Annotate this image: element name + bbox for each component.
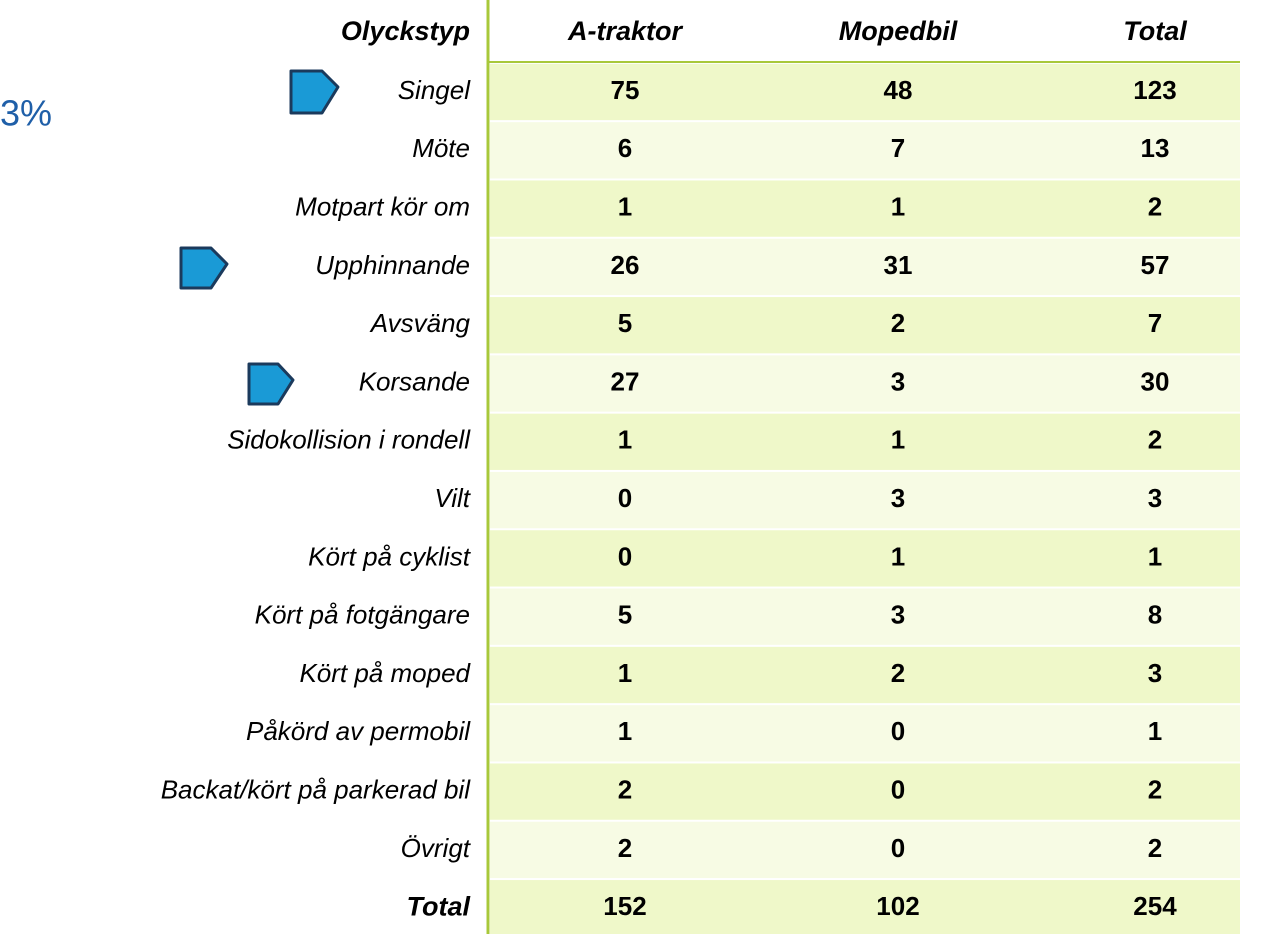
row-label: Singel [398,75,471,105]
number-cell: 2 [1148,774,1162,804]
row-background [490,355,1240,412]
number-cell: 1 [891,541,905,571]
number-cell: 1 [891,191,905,221]
row-label: Övrigt [401,833,472,863]
row-label: Sidokollision i rondell [227,425,471,455]
number-cell: 1 [618,658,632,688]
row-background [490,763,1240,820]
row-label: Total [407,891,471,921]
row-label: Påkörd av permobil [246,716,471,746]
number-cell: 57 [1141,250,1170,280]
row-label: Korsande [359,366,470,396]
number-cell: 75 [611,75,640,105]
number-cell: 0 [891,716,905,746]
number-cell: 102 [876,891,919,921]
arrow-marker [247,362,295,406]
row-background [490,705,1240,762]
number-cell: 1 [618,716,632,746]
number-cell: 3 [891,600,905,630]
number-cell: 254 [1133,891,1177,921]
number-cell: 30 [1141,366,1170,396]
number-cell: 2 [1148,191,1162,221]
number-cell: 8 [1148,600,1162,630]
fragment-text: 3% [0,93,52,134]
number-cell: 1 [891,425,905,455]
number-cell: 0 [891,833,905,863]
row-background [490,880,1240,934]
number-cell: 0 [891,774,905,804]
arrow-marker [179,246,229,290]
row-background [490,238,1240,296]
row-background [490,122,1240,179]
row-label: Upphinnande [315,250,470,280]
number-cell: 2 [618,774,632,804]
number-cell: 2 [891,308,905,338]
number-cell: 3 [1148,658,1162,688]
row-background [490,297,1240,354]
number-cell: 5 [618,308,632,338]
row-background [490,413,1240,470]
row-background [490,180,1240,237]
arrow-marker [289,69,340,115]
number-cell: 7 [891,133,905,163]
header-cell: Olyckstyp [341,16,470,46]
number-cell: 3 [891,366,905,396]
number-cell: 2 [1148,425,1162,455]
row-label: Backat/kört på parkerad bil [161,774,471,804]
row-background [490,821,1240,879]
row-background [490,646,1240,704]
number-cell: 1 [618,191,632,221]
number-cell: 5 [618,600,632,630]
number-cell: 0 [618,541,632,571]
header-cell: Total [1123,16,1187,46]
row-background [490,471,1240,529]
number-cell: 2 [618,833,632,863]
header-cell: Mopedbil [839,16,958,46]
row-backgrounds [490,63,1240,934]
number-cell: 26 [611,250,640,280]
number-cell: 3 [1148,483,1162,513]
row-label: Avsväng [369,308,471,338]
row-background [490,588,1240,645]
number-cell: 2 [891,658,905,688]
number-cell: 3 [891,483,905,513]
row-label: Vilt [434,483,471,513]
row-label: Kört på moped [299,658,471,688]
row-background [490,530,1240,587]
header-cell: A-traktor [567,16,684,46]
number-cell: 1 [618,425,632,455]
number-cell: 0 [618,483,632,513]
number-cell: 1 [1148,541,1162,571]
number-cell: 13 [1141,133,1170,163]
row-background [490,63,1240,121]
number-cell: 27 [611,366,640,396]
number-cell: 1 [1148,716,1162,746]
number-cell: 152 [603,891,646,921]
number-cell: 7 [1148,308,1162,338]
number-cell: 2 [1148,833,1162,863]
row-label: Möte [412,133,470,163]
number-cell: 31 [884,250,913,280]
row-label: Motpart kör om [295,191,470,221]
number-cell: 6 [618,133,632,163]
row-label: Kört på fotgängare [255,600,470,630]
row-label: Kört på cyklist [308,541,472,571]
number-cell: 123 [1133,75,1176,105]
number-cell: 48 [884,75,913,105]
